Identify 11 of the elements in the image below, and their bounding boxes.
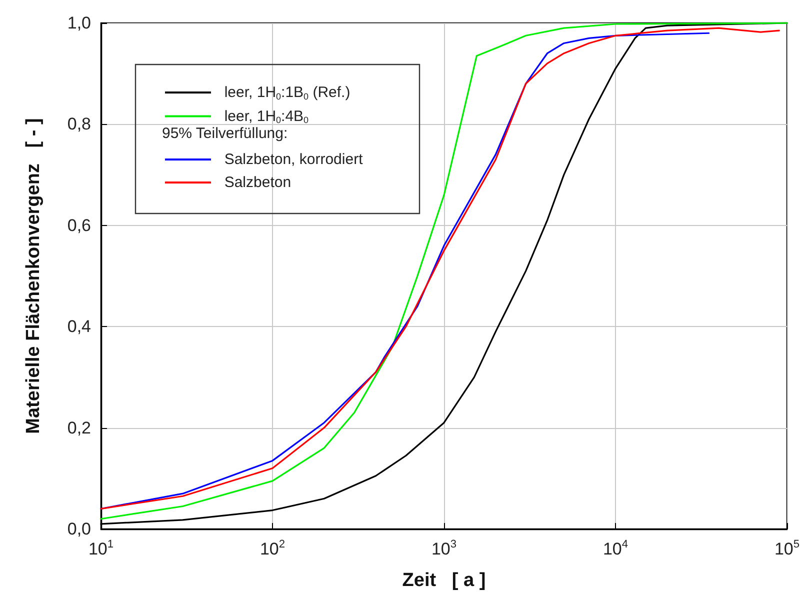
legend-label: Salzbeton, korrodiert (216, 151, 364, 168)
y-tick-label: 0,8 (67, 114, 91, 134)
y-tick-label: 0,6 (67, 216, 91, 235)
legend-label: Salzbeton (216, 174, 292, 191)
y-tick-label: 0,4 (67, 317, 91, 336)
y-tick-label: 1,0 (67, 14, 91, 32)
x-axis-title: Zeit [ a ] (402, 570, 486, 591)
y-tick-label: 0,0 (67, 520, 91, 538)
annotation: 95% Teilverfüllung: (162, 125, 288, 142)
y-tick-label: 0,2 (67, 418, 91, 438)
y-axis-title: Materielle Flächenkonvergenz [ - ] (23, 118, 44, 434)
